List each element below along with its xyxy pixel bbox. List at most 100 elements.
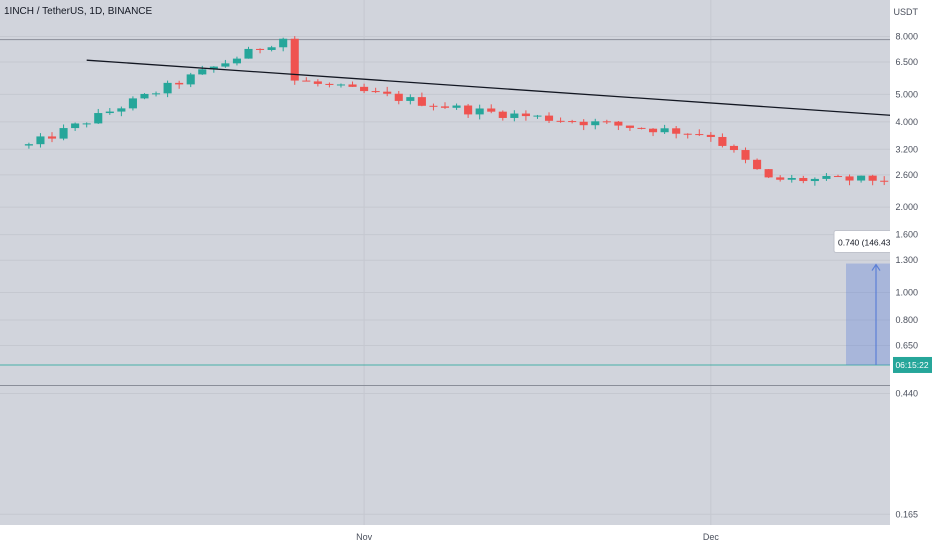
candle-body <box>47 136 57 139</box>
candle-body <box>325 83 334 85</box>
candle-body <box>487 108 496 112</box>
candle-body <box>232 58 241 64</box>
candle-body <box>556 120 565 122</box>
last-price-countdown: 06:15:22 <box>895 360 928 370</box>
price-tick-label: 1.000 <box>895 287 918 297</box>
candle-body <box>602 121 611 123</box>
measure-tool[interactable]: 0.740 (146.43%) 740 <box>833 230 918 365</box>
price-tick-label: 1.600 <box>895 230 918 240</box>
candle-body <box>868 175 877 181</box>
candle-body <box>498 111 507 118</box>
candle-body <box>718 136 727 146</box>
candle-body <box>475 108 484 115</box>
price-tick-label: 4.000 <box>895 117 918 127</box>
candle-body <box>336 84 346 86</box>
candle-body <box>36 136 45 145</box>
price-axis[interactable]: 8.000 6.500 5.000 4.000 3.200 2.600 2.000 1.600… <box>895 31 918 519</box>
price-axis-background <box>890 0 932 550</box>
candle-body <box>787 177 796 180</box>
candle-body <box>706 134 715 137</box>
last-price-label: 06:15:22 <box>893 356 932 373</box>
chart-grid <box>0 0 890 525</box>
candle-body <box>360 86 369 92</box>
candle-body <box>579 121 588 126</box>
candle-body <box>394 93 403 101</box>
candle-body <box>833 176 843 178</box>
candle-body <box>591 121 600 126</box>
candle-body <box>764 169 773 178</box>
candle-body <box>406 97 415 101</box>
candle-body <box>221 63 230 67</box>
price-tick-label: 0.440 <box>895 389 918 399</box>
candle-body <box>348 84 357 87</box>
candle-body <box>822 176 831 179</box>
candle-body <box>59 128 68 139</box>
candle-body <box>695 134 704 136</box>
trendline[interactable] <box>86 59 932 380</box>
price-tick-label: 0.650 <box>895 341 918 351</box>
candle-body <box>244 48 253 59</box>
price-unit: USDT <box>893 7 919 17</box>
candle-body <box>279 38 288 48</box>
horizontal-lines <box>0 39 890 386</box>
candle-body <box>625 125 634 128</box>
candle-body <box>533 115 542 117</box>
candle-body <box>568 121 577 123</box>
trendline-layer[interactable] <box>86 59 932 380</box>
price-tick-label: 2.000 <box>895 202 918 212</box>
candle-body <box>510 113 519 118</box>
candle-body <box>417 97 426 106</box>
candle-body <box>209 66 218 70</box>
candle-body <box>151 93 161 95</box>
time-axis-background <box>0 525 932 550</box>
measure-arrow-head <box>871 263 881 271</box>
candle-body <box>82 123 91 125</box>
price-tick-label: 5.000 <box>895 89 918 99</box>
time-tick-label: Dec <box>703 532 720 542</box>
candle-body <box>810 178 819 182</box>
chart-title: 1INCH / TetherUS, 1D, BINANCE <box>4 6 153 17</box>
candle-body <box>429 105 438 107</box>
candle-body <box>845 176 854 181</box>
candle-body <box>464 105 473 115</box>
candle-body <box>71 123 80 129</box>
price-tick-label: 6.500 <box>895 57 918 67</box>
price-tick-label: 0.165 <box>895 509 918 519</box>
candle-body <box>105 111 114 114</box>
price-tick-label: 8.000 <box>895 31 918 41</box>
candle-body <box>313 81 322 84</box>
candle-body <box>452 105 461 108</box>
candle-body <box>267 47 276 50</box>
measure-label-text: 0.740 (146.43%) 740 <box>838 238 918 248</box>
candle-body <box>440 106 450 108</box>
candle-body <box>649 128 658 133</box>
candle-body <box>163 82 172 94</box>
time-axis[interactable]: NovDec2022FebMarAprMayJunJulAugSepOctNov… <box>356 532 932 542</box>
candle-body <box>683 133 692 135</box>
candle-body <box>729 145 739 151</box>
price-tick-label: 1.300 <box>895 255 918 265</box>
candle-body <box>753 159 762 170</box>
last-price-badge <box>893 356 932 373</box>
candle-body <box>544 115 554 121</box>
time-tick-label: Nov <box>356 532 373 542</box>
candle-body <box>521 113 530 117</box>
candle-body <box>94 113 103 124</box>
price-tick-label: 0.800 <box>895 315 918 325</box>
candle-body <box>198 69 207 75</box>
candle-body <box>614 121 623 126</box>
candle-body <box>660 128 669 133</box>
candle-body <box>776 177 785 180</box>
candle-body <box>383 91 392 94</box>
candle-body <box>117 108 126 112</box>
candle-body <box>24 144 33 146</box>
candle-body <box>302 80 311 82</box>
candle-body <box>140 93 149 99</box>
candle-body <box>637 127 646 129</box>
candle-body <box>741 150 750 160</box>
measure-range <box>846 263 890 365</box>
candle-body <box>857 175 866 181</box>
